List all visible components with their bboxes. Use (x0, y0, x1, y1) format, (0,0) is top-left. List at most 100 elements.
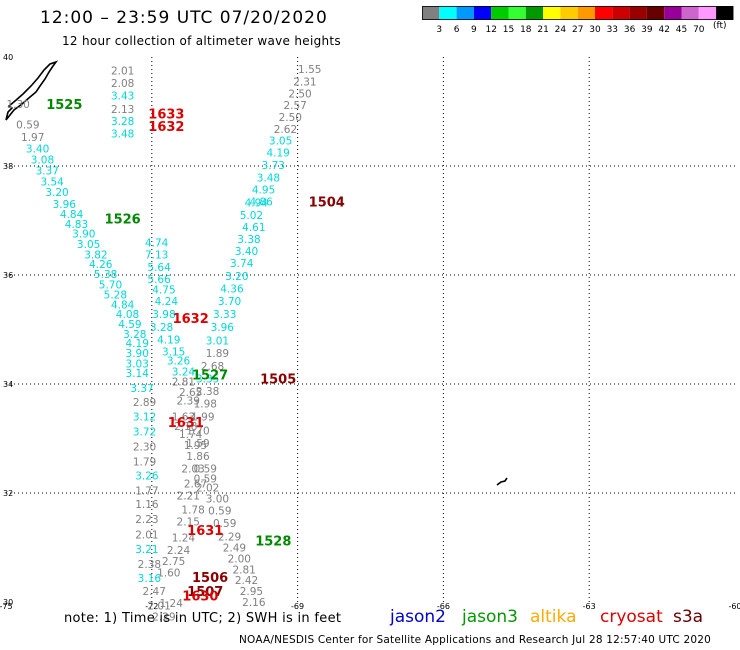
swh-value: 2.49 (223, 543, 246, 555)
swh-value: 2.68 (201, 361, 224, 373)
swh-value: 4.19 (157, 334, 180, 346)
pass-time-label: 1528 (255, 534, 291, 549)
swh-value: 1.55 (298, 64, 321, 76)
swh-value: 2.01 (135, 529, 158, 541)
swh-value: 4.08 (116, 309, 139, 321)
swh-value: 2.39 (177, 395, 200, 407)
swh-value: 2.42 (235, 575, 258, 587)
color-swatch (577, 6, 595, 20)
swh-value: 2.08 (111, 78, 134, 90)
color-scale-label: 18 (520, 25, 532, 35)
color-scale-bar: 3 6 9 12 15 18 21 24 27 30 33 36 39 42 45 70 (422, 6, 734, 35)
swh-value: 2.01 (111, 66, 134, 78)
pass-time-label: 1632 (148, 120, 184, 135)
swh-value: 2.16 (242, 597, 266, 609)
swh-value: 4.86 (249, 196, 273, 208)
swh-value: 1.97 (21, 132, 44, 144)
pass-time-label: 1504 (309, 195, 345, 210)
color-scale-label: 33 (607, 25, 618, 35)
color-scale-label: 42 (658, 25, 669, 35)
color-swatch (664, 6, 682, 20)
legend-altika: altika (530, 607, 577, 627)
legend-jason2: jason2 (390, 607, 446, 627)
swh-value: 1.24 (160, 598, 184, 610)
swh-value: 0.59 (194, 463, 217, 475)
swh-value: 3.28 (111, 116, 134, 128)
swh-value: 4.19 (266, 147, 289, 159)
swh-value: 2.23 (135, 514, 158, 526)
swh-value: 3.05 (77, 239, 100, 251)
color-swatch (560, 6, 578, 20)
y-tick-label: 36 (3, 271, 13, 280)
color-scale-label: 12 (485, 25, 496, 35)
color-swatch (595, 6, 613, 20)
coastline (5, 60, 59, 121)
swh-value: 3.00 (206, 493, 229, 505)
swh-value: 3.15 (162, 346, 185, 358)
color-swatch (716, 6, 734, 20)
swh-value: 3.96 (53, 199, 77, 211)
swh-value: 3.98 (152, 309, 175, 321)
swh-value: 3.73 (262, 160, 285, 172)
pass-time-label: 1632 (173, 312, 209, 327)
color-scale-label: 36 (624, 25, 636, 35)
x-tick-label: -72 (145, 602, 158, 611)
swh-value: 3.82 (84, 249, 107, 261)
color-swatch (543, 6, 561, 20)
color-scale-label: 30 (589, 25, 601, 35)
swh-value: 2.81 (232, 564, 255, 576)
swh-value: 1.77 (135, 485, 158, 497)
pass-time-label: 1507 (187, 585, 223, 600)
swh-value: 2.02 (196, 483, 219, 495)
swh-value: 3.24 (172, 366, 196, 378)
color-swatch (439, 6, 457, 20)
color-swatch (491, 6, 509, 20)
y-tick-label: 38 (3, 162, 13, 171)
swh-value: 3.26 (167, 356, 191, 368)
swh-value: 4.83 (65, 219, 88, 231)
swh-value: 3.96 (211, 322, 235, 334)
color-scale-label: 27 (572, 25, 583, 35)
swh-value: 2.15 (177, 516, 200, 528)
x-tick-label: -69 (291, 602, 304, 611)
swh-value: 3.28 (150, 322, 173, 334)
swh-value: 3.38 (237, 234, 260, 246)
swh-value: 0.59 (194, 473, 217, 485)
swh-value: 3.08 (31, 154, 54, 166)
x-tick-label: -75 (0, 602, 13, 611)
swh-value: 3.54 (40, 176, 64, 188)
swh-value: 7.13 (145, 249, 168, 261)
x-tick-label: -66 (437, 602, 450, 611)
swh-value: 4.74 (145, 237, 169, 249)
swh-value: 3.72 (133, 426, 156, 438)
pass-time-label: 1505 (260, 373, 296, 388)
swh-value: 3.90 (72, 229, 95, 241)
swh-value: 2.75 (162, 556, 185, 568)
y-tick-label: 32 (3, 489, 13, 498)
swh-value: 1.63 (172, 412, 195, 424)
pass-time-label: 1631 (168, 416, 204, 431)
swh-value: 2.50 (288, 89, 311, 101)
swh-value: 1.70 (186, 425, 209, 437)
pass-time-label: 1527 (192, 369, 228, 384)
color-swatch (698, 6, 717, 20)
color-scale-label: 45 (676, 25, 687, 35)
swh-value: 0.59 (16, 120, 39, 132)
swh-value: 3.05 (269, 135, 292, 147)
color-scale-label: 70 (693, 25, 705, 35)
swh-value: 2.38 (196, 386, 219, 398)
swh-value: 1.95 (184, 440, 207, 452)
swh-value: 3.21 (135, 544, 158, 556)
swh-value: 3.26 (135, 471, 159, 483)
bermuda-island (496, 477, 508, 486)
color-scale-label: 6 (454, 25, 460, 35)
x-tick-label: -60 (728, 602, 740, 611)
color-scale-label: 21 (537, 25, 548, 35)
color-swatch (456, 6, 474, 20)
color-swatch (646, 6, 665, 20)
chart-title: 12:00 – 23:59 UTC 07/20/2020 (40, 8, 328, 28)
swh-value: 3.14 (126, 368, 150, 380)
swh-value: 4.26 (89, 259, 113, 271)
swh-value: 3.90 (126, 348, 149, 360)
swh-value: 1.79 (133, 456, 156, 468)
